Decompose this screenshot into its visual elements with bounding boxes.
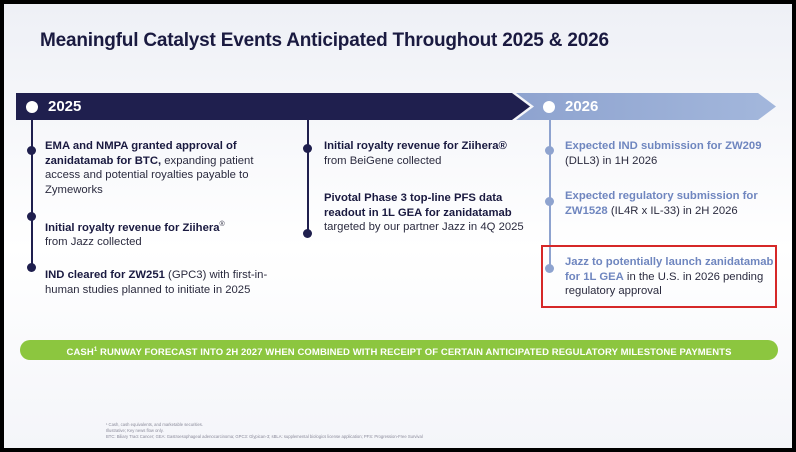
footnote-cash: ¹ Cash, cash equivalents, and marketable… [106, 422, 204, 427]
event-ema-nmpa-approval: EMA and NMPA granted approval of zanidat… [45, 140, 254, 196]
event-dot [545, 146, 554, 155]
cash-runway-banner: CASH1 RUNWAY FORECAST INTO 2H 2027 WHEN … [20, 340, 778, 360]
event-dot [545, 264, 554, 273]
event-dot [545, 197, 554, 206]
event-ind-zw251: IND cleared for ZW251 (GPC3) with first-… [45, 269, 268, 296]
event-ind-zw209: Expected IND submission for ZW209 (DLL3)… [565, 140, 762, 167]
year-label-2025: 2025 [48, 98, 82, 115]
year-marker-2026 [543, 101, 555, 113]
event-launch-1l-gea: Jazz to potentially launch zanidatamab f… [565, 256, 774, 297]
footnote-illustrative: Illustrative; Key news flow only. [106, 428, 164, 433]
timeline-bar-2025 [16, 93, 530, 120]
highlight-box [541, 245, 777, 308]
footnote-abbreviations: BTC: Biliary Tract Cancer; GEA: Gastroes… [106, 434, 423, 439]
timeline-bar-2026 [516, 93, 776, 120]
event-dot [27, 212, 36, 221]
slide-title: Meaningful Catalyst Events Anticipated T… [40, 30, 609, 51]
year-label-2026: 2026 [565, 98, 599, 115]
event-dot [303, 144, 312, 153]
slide: Meaningful Catalyst Events Anticipated T… [4, 4, 792, 448]
event-phase3-readout: Pivotal Phase 3 top-line PFS data readou… [324, 192, 524, 233]
year-marker-2025 [26, 101, 38, 113]
timeline-line-col1 [31, 120, 33, 269]
timeline-line-col2 [307, 120, 309, 234]
event-royalty-jazz: Initial royalty revenue for Ziihera® from… [45, 221, 225, 249]
event-dot [303, 229, 312, 238]
event-dot [27, 263, 36, 272]
timeline-line-col3 [549, 120, 551, 269]
event-royalty-beigene: Initial royalty revenue for Ziihera® from… [324, 140, 507, 167]
event-dot [27, 146, 36, 155]
event-submission-zw1528: Expected regulatory submission for ZW152… [565, 190, 758, 217]
